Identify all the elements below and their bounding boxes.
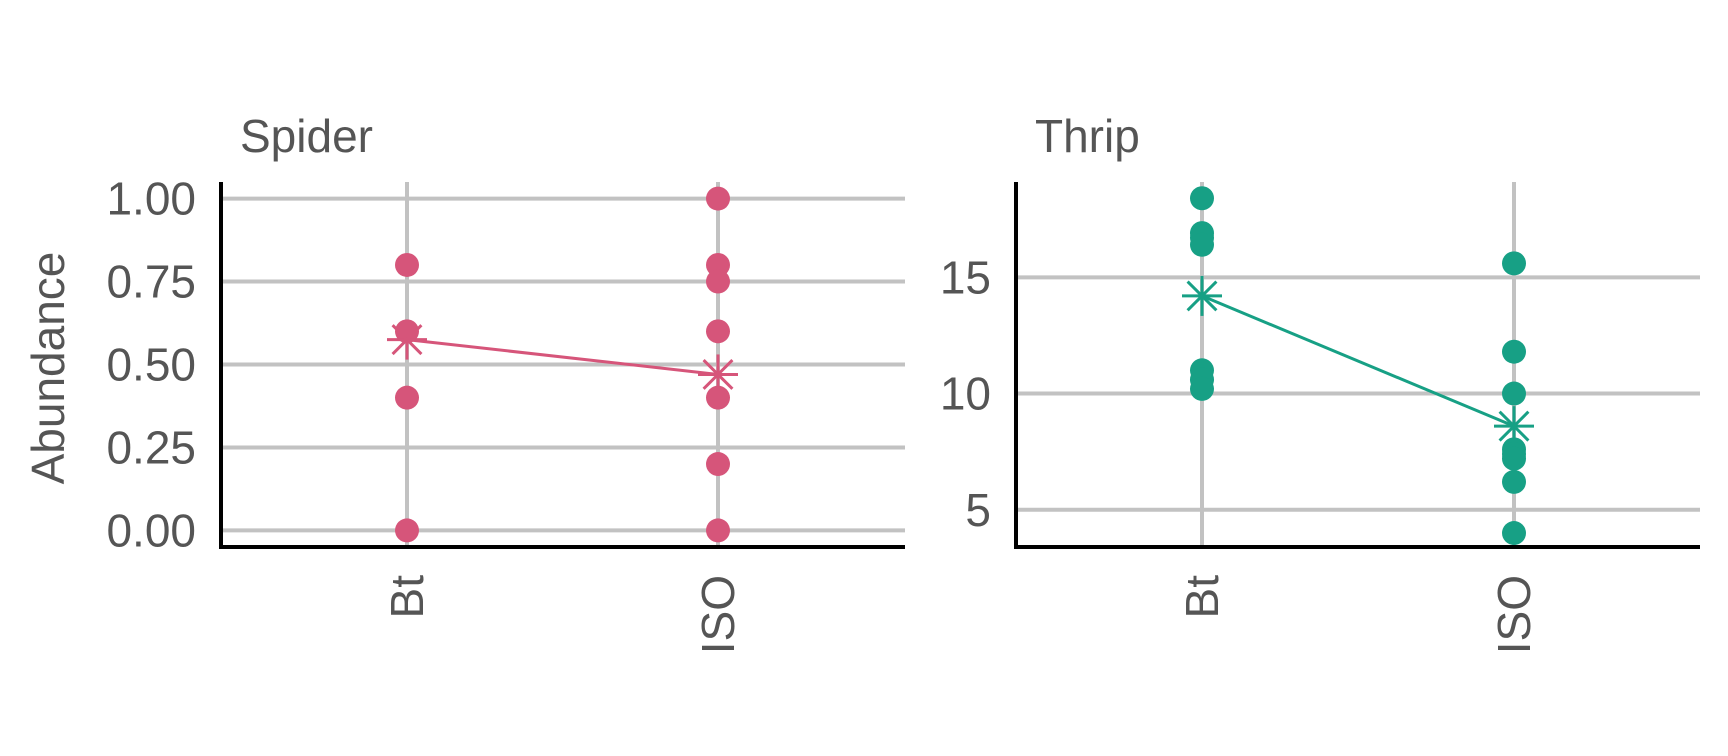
thrip-point-iso [1502,521,1526,546]
spider-point-iso [706,452,730,477]
x-tick-label-bt: Bt [381,575,433,619]
spider-mean-marker-bt [387,319,427,360]
spider-point-bt [395,385,419,410]
panel-title-thrip: Thrip [1035,110,1140,162]
y-tick-label: 0.50 [106,339,196,391]
thrip-point-iso [1502,469,1526,494]
x-tick-label-iso: ISO [692,575,744,654]
thrip-point-iso [1502,381,1526,406]
y-tick-label: 15 [940,251,991,303]
thrip-point-iso [1502,339,1526,364]
y-tick-label: 1.00 [106,173,196,225]
spider-mean-line [406,338,719,376]
thrip-mean-marker-iso [1494,406,1534,447]
spider-point-iso [706,269,730,294]
y-tick-label: 5 [965,484,991,536]
spider-point-iso [706,385,730,410]
y-tick-label: 0.00 [106,504,196,556]
y-tick-label: 0.25 [106,421,196,473]
spider-point-iso [706,518,730,543]
spider-point-bt [395,252,419,277]
thrip-mean-marker-bt [1182,275,1222,316]
spider-point-bt [395,518,419,543]
thrip-point-bt [1190,186,1214,211]
y-tick-label: 0.75 [106,256,196,308]
x-tick-label-bt: Bt [1176,575,1228,619]
spider-point-iso [706,252,730,277]
thrip-point-bt [1190,376,1214,401]
thrip-panel: Thrip 5 10 15 Bt ISO [940,110,1700,654]
panel-title-spider: Spider [240,110,373,162]
thrip-point-iso [1502,446,1526,471]
spider-point-iso [706,186,730,211]
spider-mean-marker-iso [698,354,738,395]
spider-point-iso [706,319,730,344]
spider-panel: Spider 0.00 0.25 0.50 0.75 1.00 Bt ISO [106,110,905,654]
y-axis-title: Abundance [22,252,74,485]
thrip-point-bt [1190,232,1214,257]
thrip-mean-line [1201,294,1515,428]
x-tick-label-iso: ISO [1488,575,1540,654]
y-tick-label: 10 [940,368,991,420]
thrip-point-iso [1502,251,1526,276]
